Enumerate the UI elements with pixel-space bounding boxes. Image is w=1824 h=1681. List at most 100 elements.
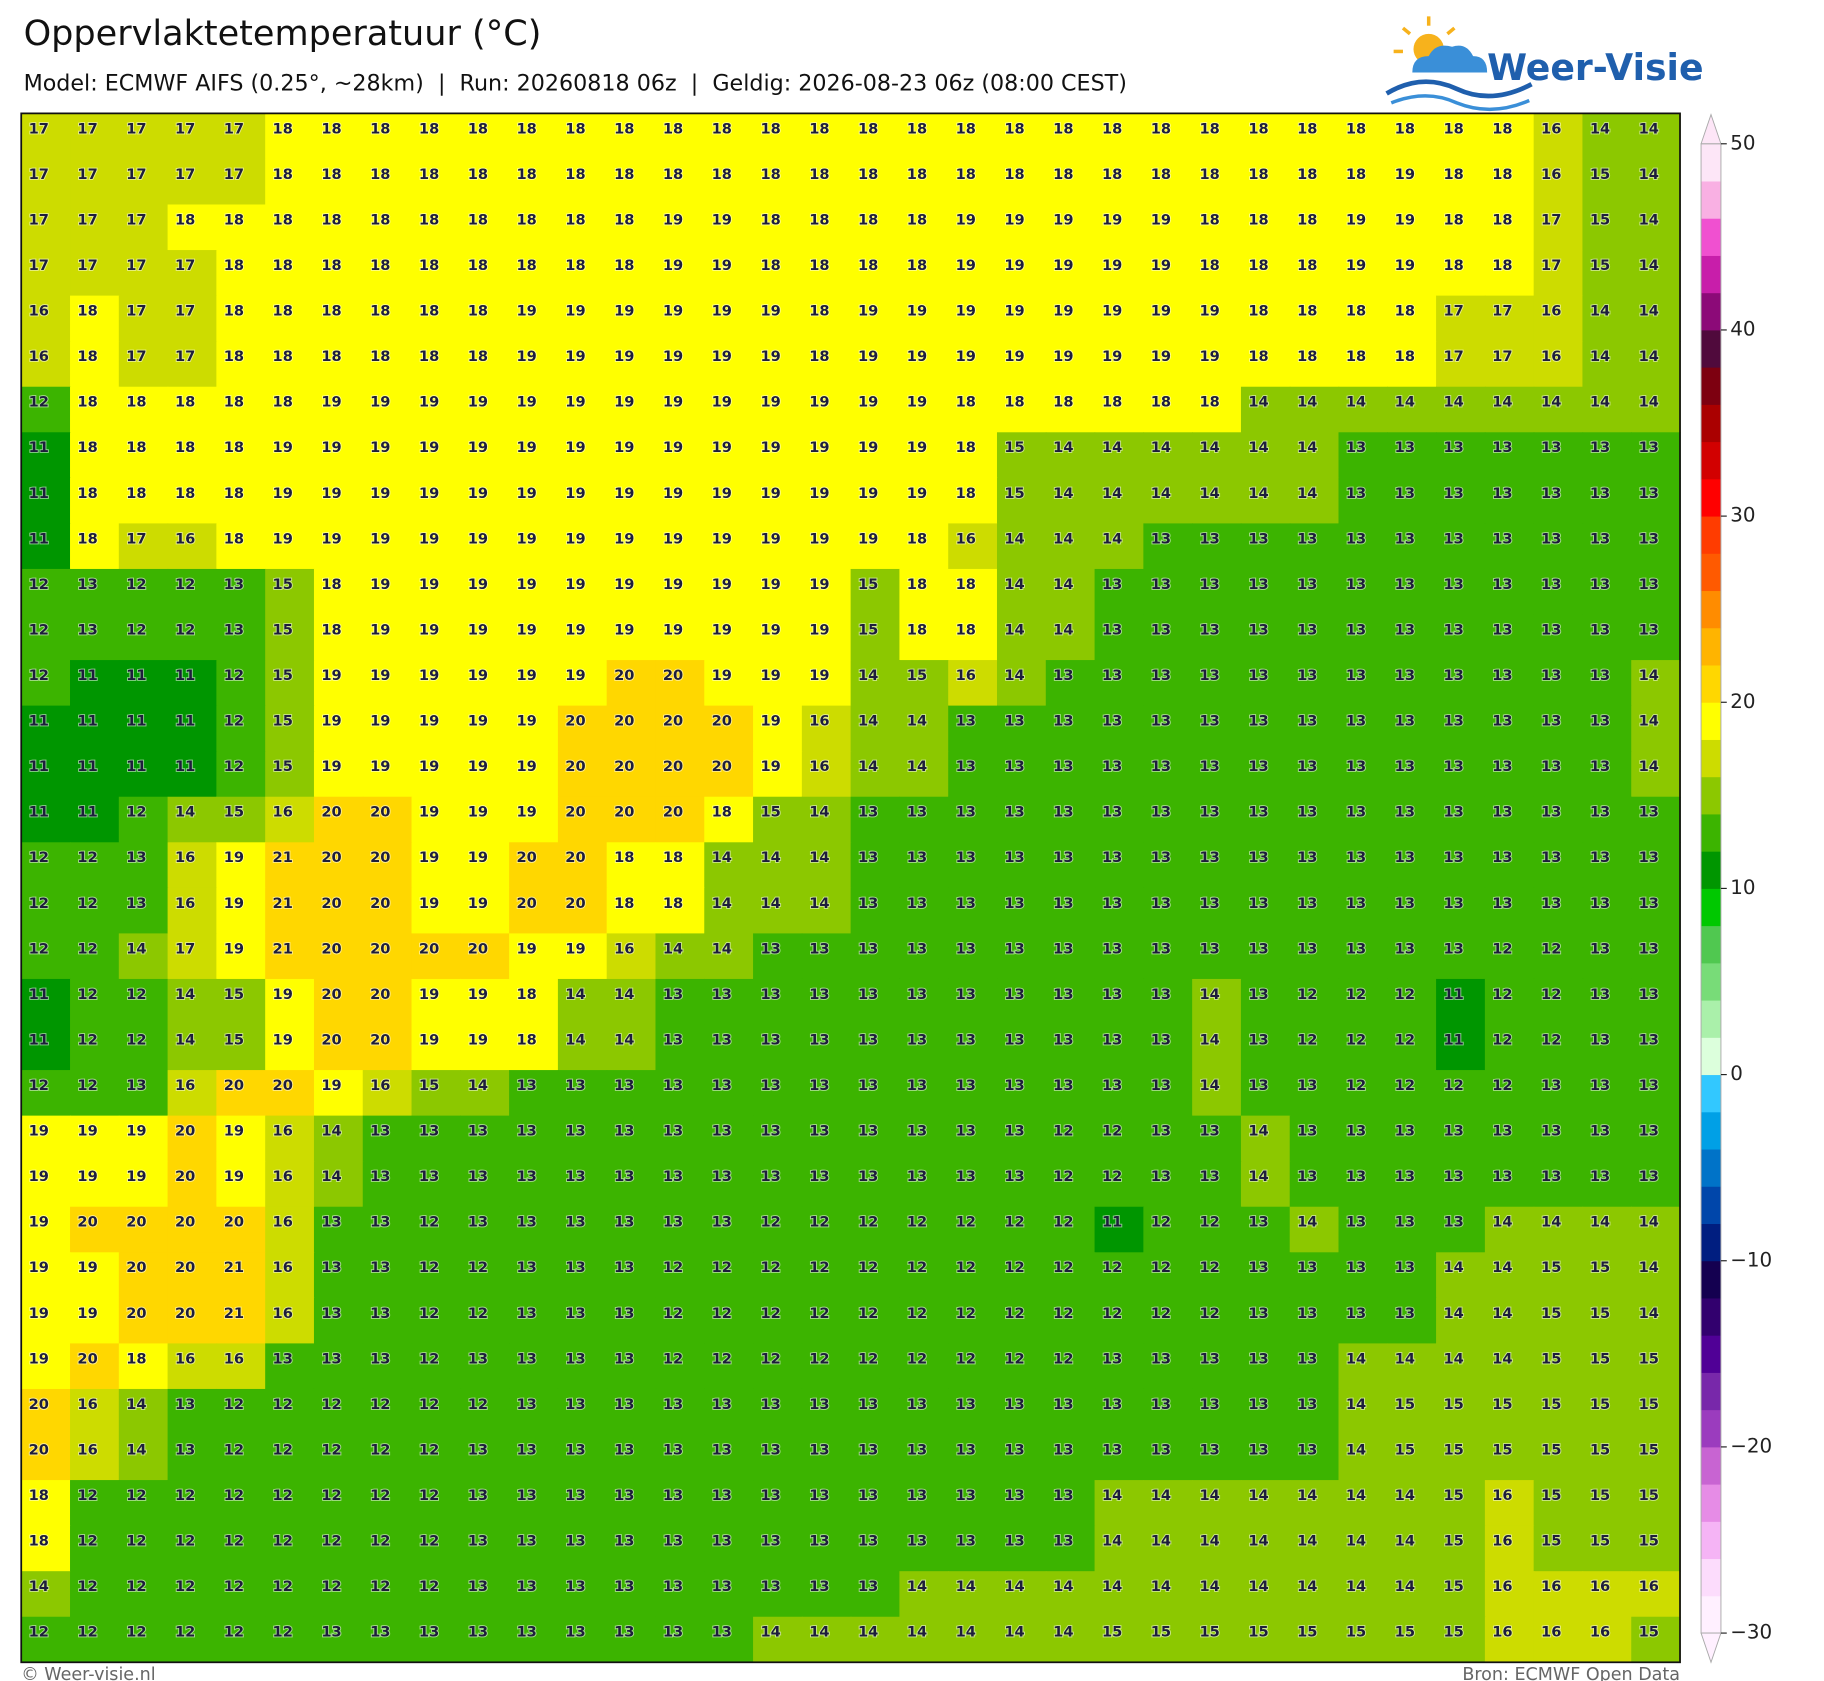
temperature-value: 14 <box>1639 758 1659 775</box>
temperature-value: 12 <box>224 1441 244 1458</box>
temperature-value: 13 <box>1590 439 1610 456</box>
field-cell <box>411 341 462 388</box>
temperature-value: 13 <box>1151 804 1171 821</box>
temperature-value: 17 <box>175 120 195 137</box>
temperature-value: 13 <box>1004 713 1024 730</box>
field-cell <box>1387 432 1437 479</box>
temperature-value: 18 <box>517 986 537 1003</box>
temperature-value: 13 <box>1151 621 1171 638</box>
temperature-value: 13 <box>614 1214 634 1231</box>
temperature-value: 12 <box>809 1214 829 1231</box>
colorbar-band <box>1701 292 1721 331</box>
temperature-value: 16 <box>273 1168 293 1185</box>
field-cell <box>801 204 852 251</box>
temperature-value: 19 <box>224 1123 244 1140</box>
temperature-value: 13 <box>1590 530 1610 547</box>
field-cell <box>1143 204 1193 251</box>
field-cell <box>265 295 315 342</box>
temperature-value: 13 <box>1346 576 1366 593</box>
temperature-value: 21 <box>224 1259 244 1276</box>
temperature-value: 18 <box>370 257 390 274</box>
temperature-value: 14 <box>1004 1578 1024 1595</box>
temperature-value: 13 <box>858 1396 878 1413</box>
temperature-value: 14 <box>1053 576 1073 593</box>
temperature-value: 13 <box>712 1396 732 1413</box>
temperature-value: 19 <box>468 849 488 866</box>
temperature-value: 18 <box>419 211 439 228</box>
temperature-value: 14 <box>1346 1487 1366 1504</box>
temperature-value: 13 <box>126 1077 146 1094</box>
temperature-value: 13 <box>1395 804 1415 821</box>
temperature-value: 19 <box>565 394 585 411</box>
temperature-value: 19 <box>1346 211 1366 228</box>
temperature-value: 19 <box>419 849 439 866</box>
temperature-value: 13 <box>517 1487 537 1504</box>
field-cell <box>1289 432 1340 479</box>
temperature-value: 13 <box>1639 849 1659 866</box>
temperature-value: 13 <box>956 1533 976 1550</box>
temperature-value: 15 <box>907 667 927 684</box>
temperature-value: 14 <box>1248 1533 1268 1550</box>
temperature-value: 18 <box>956 439 976 456</box>
temperature-value: 20 <box>614 804 634 821</box>
temperature-value: 13 <box>1443 895 1463 912</box>
temperature-value: 13 <box>321 1305 341 1322</box>
temperature-value: 13 <box>712 1168 732 1185</box>
temperature-value: 15 <box>273 758 293 775</box>
temperature-value: 12 <box>712 1305 732 1322</box>
temperature-value: 13 <box>1151 940 1171 957</box>
temperature-value: 13 <box>126 895 146 912</box>
field-cell <box>801 477 852 525</box>
temperature-value: 12 <box>29 394 49 411</box>
temperature-value: 19 <box>1200 348 1220 365</box>
temperature-value: 20 <box>663 804 683 821</box>
field-cell <box>265 477 315 525</box>
temperature-value: 19 <box>712 211 732 228</box>
temperature-value: 19 <box>321 667 341 684</box>
temperature-value: 19 <box>614 530 634 547</box>
field-cell <box>1631 523 1681 570</box>
temperature-value: 13 <box>1297 1077 1317 1094</box>
temperature-value: 13 <box>1590 621 1610 638</box>
field-cell <box>850 432 901 479</box>
colorbar-band <box>1701 1335 1721 1373</box>
temperature-value: 13 <box>614 1487 634 1504</box>
temperature-value: 19 <box>565 576 585 593</box>
field-cell <box>1240 113 1291 160</box>
colorbar-tick-label: 20 <box>1730 690 1755 713</box>
temperature-value: 12 <box>419 1350 439 1367</box>
temperature-value: 18 <box>1248 211 1268 228</box>
field-cell <box>1338 204 1388 251</box>
temperature-value: 17 <box>77 257 97 274</box>
field-cell <box>1484 477 1535 525</box>
field-cell <box>1582 295 1632 342</box>
temperature-value: 13 <box>809 940 829 957</box>
temperature-value: 13 <box>760 940 780 957</box>
temperature-value: 15 <box>419 1077 439 1094</box>
temperature-value: 19 <box>321 485 341 502</box>
temperature-value: 14 <box>809 1624 829 1641</box>
temperature-value: 11 <box>29 758 49 775</box>
temperature-value: 19 <box>712 394 732 411</box>
temperature-value: 18 <box>1297 166 1317 183</box>
temperature-value: 18 <box>1151 394 1171 411</box>
field-cell <box>899 341 949 388</box>
temperature-value: 14 <box>1346 1578 1366 1595</box>
temperature-value: 13 <box>517 1578 537 1595</box>
temperature-value: 19 <box>419 804 439 821</box>
field-cell <box>362 113 413 160</box>
temperature-value: 16 <box>1492 1624 1512 1641</box>
field-cell <box>1338 523 1388 570</box>
temperature-value: 18 <box>663 849 683 866</box>
field-cell <box>313 113 364 160</box>
temperature-value: 11 <box>1443 1031 1463 1048</box>
temperature-value: 12 <box>175 621 195 638</box>
field-cell <box>21 158 71 206</box>
temperature-value: 13 <box>1200 1168 1220 1185</box>
temperature-value: 13 <box>1346 1214 1366 1231</box>
field-cell <box>1387 113 1437 160</box>
temperature-value: 13 <box>1590 804 1610 821</box>
temperature-value: 20 <box>565 713 585 730</box>
temperature-value: 19 <box>858 530 878 547</box>
temperature-value: 18 <box>419 166 439 183</box>
